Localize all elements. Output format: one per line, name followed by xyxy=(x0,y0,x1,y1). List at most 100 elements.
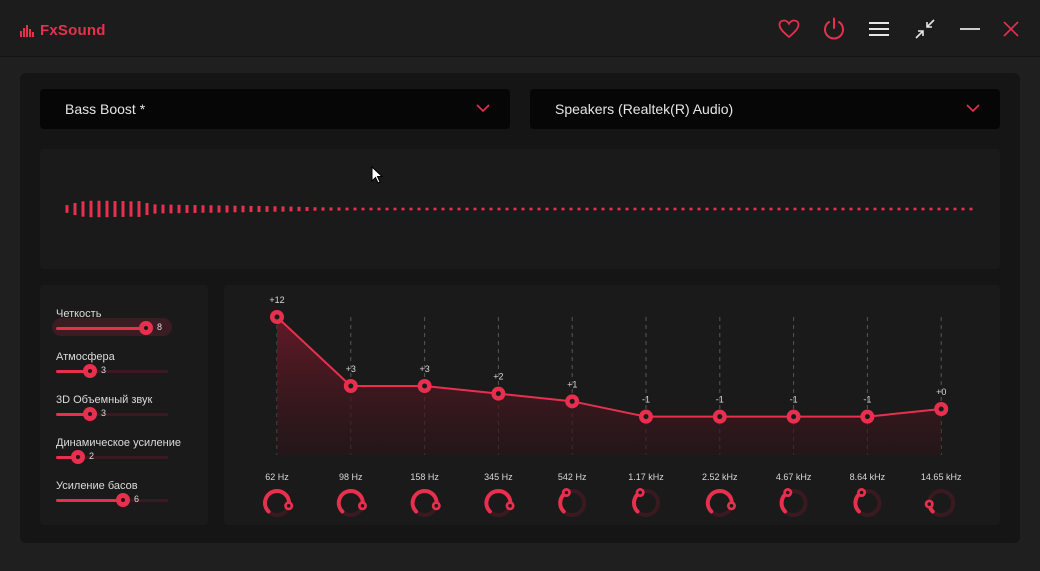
spectrum-bar xyxy=(753,207,757,211)
close-button[interactable] xyxy=(996,14,1026,44)
band-frequency-knob[interactable] xyxy=(263,489,294,517)
effect-value: 8 xyxy=(157,322,163,332)
effect-slider[interactable]: 8 xyxy=(56,321,168,336)
band-frequency-knob[interactable] xyxy=(705,489,736,517)
slider-thumb[interactable] xyxy=(83,364,97,378)
effect-clarity: Четкость 8 xyxy=(52,308,196,336)
effect-slider[interactable]: 2 xyxy=(56,450,168,465)
app-logo: FxSound xyxy=(20,22,106,39)
menu-button[interactable] xyxy=(864,14,894,44)
eq-band-handle[interactable] xyxy=(343,379,358,393)
favorite-button[interactable] xyxy=(774,14,804,44)
effect-slider[interactable]: 6 xyxy=(56,493,168,508)
spectrum-bar xyxy=(641,207,645,211)
spectrum-bar xyxy=(185,205,189,213)
title-bar: FxSound xyxy=(0,0,1040,57)
spectrum-bar xyxy=(153,204,157,214)
spectrum-bar xyxy=(569,207,573,211)
chevron-down-icon xyxy=(966,104,980,113)
spectrum-bar xyxy=(809,207,813,211)
spectrum-bar xyxy=(881,207,885,211)
power-button[interactable] xyxy=(819,14,849,44)
band-frequency-knob[interactable] xyxy=(779,488,808,517)
band-gain-label: +12 xyxy=(269,295,284,305)
band-gain-label: -1 xyxy=(790,395,798,405)
band-gain-label: +1 xyxy=(567,379,577,389)
effect-slider[interactable]: 3 xyxy=(56,407,168,422)
spectrum-bar xyxy=(169,204,173,214)
spectrum-bar xyxy=(905,207,909,211)
compact-view-button[interactable] xyxy=(910,14,940,44)
spectrum-visualizer xyxy=(40,149,1000,269)
spectrum-bar xyxy=(777,207,781,211)
spectrum-bar xyxy=(81,201,85,217)
spectrum-bar xyxy=(617,207,621,211)
spectrum-bar xyxy=(193,205,197,213)
band-frequency-knob[interactable] xyxy=(336,489,367,517)
spectrum-bar xyxy=(97,200,101,218)
eq-band-handle[interactable] xyxy=(565,394,580,409)
spectrum-bar xyxy=(497,207,501,211)
eq-band-handle[interactable] xyxy=(860,409,875,424)
spectrum-bar xyxy=(145,202,149,216)
equalizer-logo-icon xyxy=(20,24,34,37)
spectrum-bar xyxy=(505,207,509,211)
band-frequency-knob[interactable] xyxy=(558,488,587,517)
spectrum-bar xyxy=(177,204,181,214)
spectrum-bar xyxy=(705,207,709,211)
spectrum-bar xyxy=(89,200,93,218)
band-frequency-knob[interactable] xyxy=(632,488,660,517)
spectrum-bar xyxy=(729,207,733,211)
eq-band-handle[interactable] xyxy=(639,409,653,424)
slider-thumb[interactable] xyxy=(71,450,85,464)
minimize-button[interactable] xyxy=(955,14,985,44)
spectrum-bar xyxy=(769,207,773,211)
band-frequency-label: 2.52 kHz xyxy=(702,472,738,482)
spectrum-bar xyxy=(681,207,685,211)
band-frequency-knob[interactable] xyxy=(853,488,882,517)
spectrum-bar xyxy=(201,205,205,213)
spectrum-bar xyxy=(953,207,957,211)
spectrum-bar xyxy=(377,207,381,211)
eq-band-handle[interactable] xyxy=(417,379,432,393)
band-gain-label: +3 xyxy=(346,364,356,374)
spectrum-bar xyxy=(697,207,701,211)
spectrum-bar xyxy=(529,207,533,211)
band-gain-label: +2 xyxy=(493,372,503,382)
spectrum-bar xyxy=(585,207,589,211)
spectrum-bar xyxy=(625,207,629,211)
spectrum-bar xyxy=(273,206,277,212)
band-frequency-knob[interactable] xyxy=(924,489,956,517)
minimize-icon xyxy=(960,28,980,30)
band-frequency-knob[interactable] xyxy=(410,489,441,517)
spectrum-bar xyxy=(817,207,821,211)
spectrum-bar xyxy=(281,206,285,212)
spectrum-bar xyxy=(369,207,373,211)
effect-label: Четкость xyxy=(56,308,102,320)
preset-dropdown[interactable]: Bass Boost * xyxy=(40,89,510,129)
slider-thumb[interactable] xyxy=(83,407,97,421)
slider-thumb[interactable] xyxy=(116,493,130,507)
spectrum-bar xyxy=(849,207,853,211)
eq-band-handle[interactable] xyxy=(270,310,284,324)
output-device-dropdown[interactable]: Speakers (Realtek(R) Audio) xyxy=(530,89,1000,129)
slider-thumb[interactable] xyxy=(139,321,153,335)
spectrum-bar xyxy=(713,207,717,211)
spectrum-bar xyxy=(665,207,669,211)
spectrum-bar xyxy=(521,207,525,211)
band-frequency-knob[interactable] xyxy=(484,489,515,517)
effect-slider[interactable]: 3 xyxy=(56,364,168,379)
eq-band-handle[interactable] xyxy=(934,402,949,416)
spectrum-bar xyxy=(353,207,357,211)
spectrum-bar xyxy=(897,207,901,211)
effect-label: Атмосфера xyxy=(56,351,115,363)
spectrum-bar xyxy=(385,207,389,211)
eq-band-handle[interactable] xyxy=(491,386,506,401)
effect-bass-boost: Усиление басов 6 xyxy=(56,480,196,507)
eq-band-handle[interactable] xyxy=(712,409,727,424)
spectrum-bar xyxy=(657,207,661,211)
eq-band-handle[interactable] xyxy=(786,409,801,424)
spectrum-bar xyxy=(241,205,245,213)
spectrum-bar xyxy=(465,207,469,211)
minimize-window-icon xyxy=(915,19,935,39)
